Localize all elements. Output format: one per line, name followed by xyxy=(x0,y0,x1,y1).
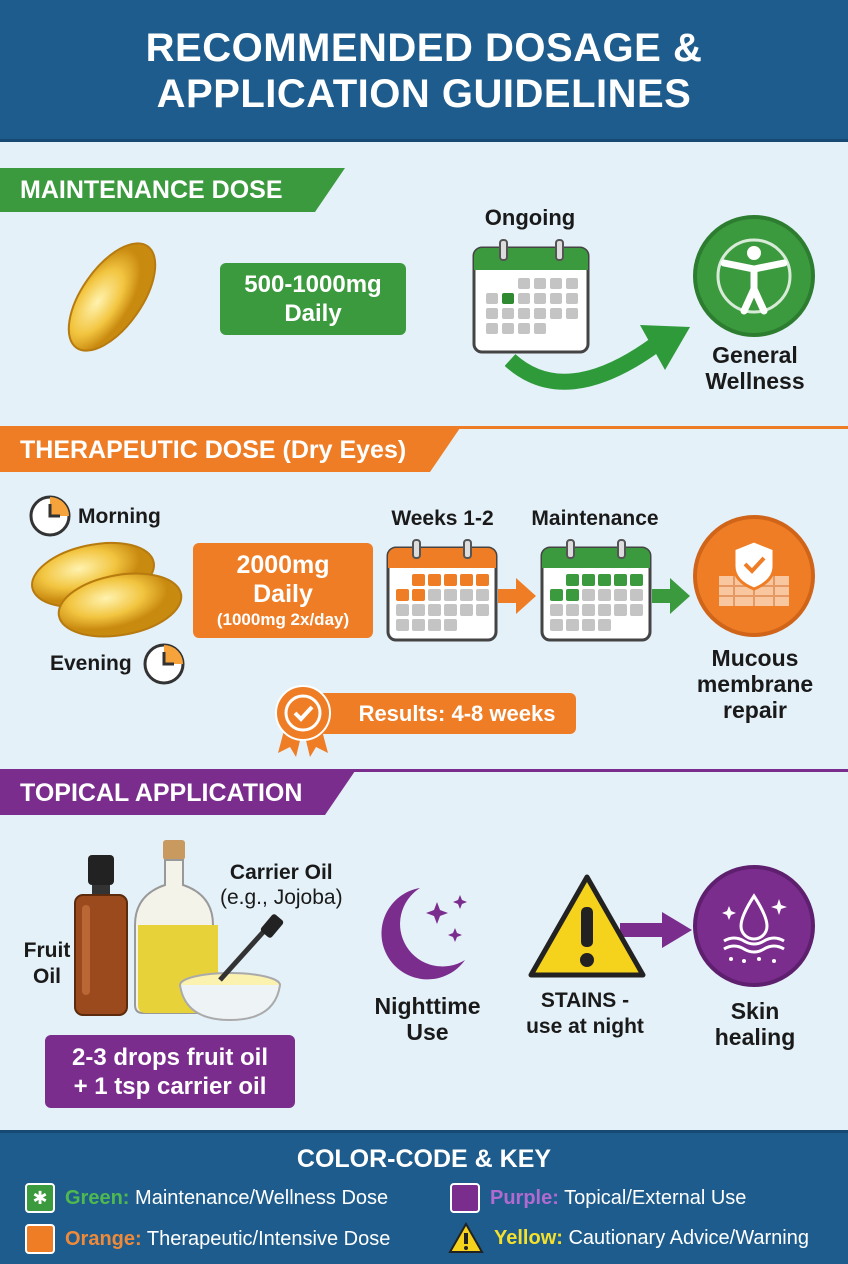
fruit-oil-label: Fruit Oil xyxy=(23,939,71,988)
bowl-icon xyxy=(179,914,284,1022)
clock-icon xyxy=(143,643,185,685)
calendar-day xyxy=(412,619,425,631)
calendar-day xyxy=(396,619,409,631)
calendar-day xyxy=(614,589,627,601)
key-item-orange: Orange: Therapeutic/Intensive Dose xyxy=(25,1224,390,1254)
oil-bottles-icon xyxy=(74,840,284,1022)
wellness-figure-icon xyxy=(693,215,815,337)
arrow-icon xyxy=(652,578,690,614)
moon-stars-icon xyxy=(381,888,467,980)
clock-icon xyxy=(29,495,71,537)
warning-icon xyxy=(528,874,646,978)
calendar-day xyxy=(614,574,627,586)
dose-text: 500-1000mg xyxy=(244,271,382,298)
calendar-day xyxy=(476,604,489,616)
calendar-day xyxy=(444,604,457,616)
shield-skin-icon xyxy=(693,515,815,637)
carrier-oil-label: Carrier Oil (e.g., Jojoba) xyxy=(220,861,343,909)
calendar-day xyxy=(582,619,595,631)
dropper-bottle-icon xyxy=(74,855,128,1016)
arrow-icon xyxy=(498,578,536,614)
calendar-day xyxy=(428,589,441,601)
calendar-day xyxy=(550,589,563,601)
calendar-day xyxy=(476,589,489,601)
general-wellness-label: General Wellness xyxy=(705,342,805,394)
calendar-day xyxy=(598,604,611,616)
key-item-green: ✱ Green: Maintenance/Wellness Dose xyxy=(25,1183,388,1213)
page-header: RECOMMENDED DOSAGE & APPLICATION GUIDELI… xyxy=(0,0,848,142)
calendar-day xyxy=(396,589,409,601)
title-line-1: RECOMMENDED DOSAGE & xyxy=(145,26,703,70)
calendar-day xyxy=(476,574,489,586)
calendar-day xyxy=(396,604,409,616)
evening-label: Evening xyxy=(50,652,132,675)
calendar-day xyxy=(460,574,473,586)
calendar-day xyxy=(428,619,441,631)
calendar-day xyxy=(550,619,563,631)
calendar-day xyxy=(460,604,473,616)
arrow-icon xyxy=(620,912,692,948)
ongoing-label: Ongoing xyxy=(484,205,576,230)
weeks-label: Weeks 1-2 xyxy=(391,507,494,530)
calendar-day xyxy=(550,604,563,616)
calendar-day xyxy=(582,589,595,601)
capsule-icon xyxy=(67,242,157,352)
mix-instructions-box: 2-3 drops fruit oil + 1 tsp carrier oil xyxy=(45,1035,295,1108)
key-item-purple: Purple: Topical/External Use xyxy=(450,1183,746,1213)
calendar-icon xyxy=(472,239,590,354)
maintenance-phase-label: Maintenance xyxy=(531,507,659,530)
calendar-day xyxy=(412,604,425,616)
skin-healing-label: Skin healing xyxy=(714,998,796,1050)
therapeutic-banner: THERAPEUTIC DOSE (Dry Eyes) xyxy=(0,428,460,472)
nighttime-label: Nighttime Use xyxy=(374,993,481,1045)
calendar-day xyxy=(428,574,441,586)
award-ribbon-icon xyxy=(275,685,331,757)
calendar-day xyxy=(428,604,441,616)
calendar-day xyxy=(582,574,595,586)
mucous-repair-label: Mucous membrane repair xyxy=(696,645,814,723)
calendar-day xyxy=(444,589,457,601)
title-line-2: APPLICATION GUIDELINES xyxy=(156,72,692,116)
calendar-day xyxy=(444,619,457,631)
maintenance-dose-box: 500-1000mg Daily xyxy=(220,263,406,335)
calendar-day xyxy=(566,589,579,601)
calendar-day xyxy=(566,574,579,586)
capsules-icon xyxy=(31,541,183,638)
orange-calendar-icon xyxy=(386,539,498,642)
calendar-day xyxy=(460,589,473,601)
calendar-day xyxy=(566,619,579,631)
curved-arrow-icon xyxy=(505,325,690,390)
morning-label: Morning xyxy=(78,505,161,528)
calendar-day xyxy=(630,574,643,586)
key-title: COLOR-CODE & KEY xyxy=(296,1145,552,1173)
calendar-day xyxy=(630,604,643,616)
warning-icon xyxy=(448,1222,484,1253)
topical-banner: TOPICAL APPLICATION xyxy=(0,771,355,815)
therapeutic-divider xyxy=(0,426,848,429)
calendar-day xyxy=(566,604,579,616)
calendar-day xyxy=(598,589,611,601)
topical-divider xyxy=(0,769,848,772)
dose-frequency: Daily xyxy=(284,300,342,327)
calendar-day xyxy=(582,604,595,616)
results-badge: Results: 4-8 weeks xyxy=(318,693,576,734)
calendar-day xyxy=(412,589,425,601)
calendar-day xyxy=(412,574,425,586)
phase-calendars xyxy=(386,539,690,642)
calendar-day xyxy=(614,604,627,616)
wellness-figure-icon: ✱ xyxy=(25,1183,55,1213)
maintenance-banner: MAINTENANCE DOSE xyxy=(0,168,345,212)
key-item-yellow: Yellow: Cautionary Advice/Warning xyxy=(448,1222,809,1254)
calendar-day xyxy=(444,574,457,586)
color-key: COLOR-CODE & KEY ✱ Green: Maintenance/Wel… xyxy=(0,1130,848,1264)
calendar-day xyxy=(598,619,611,631)
skin-drop-icon xyxy=(693,865,815,987)
green-calendar-icon xyxy=(540,539,652,642)
calendar-day xyxy=(630,589,643,601)
stains-warning-label: STAINS - use at night xyxy=(526,989,644,1038)
orange-swatch xyxy=(25,1224,55,1254)
therapeutic-dose-box: 2000mg Daily (1000mg 2x/day) xyxy=(193,543,373,638)
calendar-day xyxy=(598,574,611,586)
purple-swatch xyxy=(450,1183,480,1213)
